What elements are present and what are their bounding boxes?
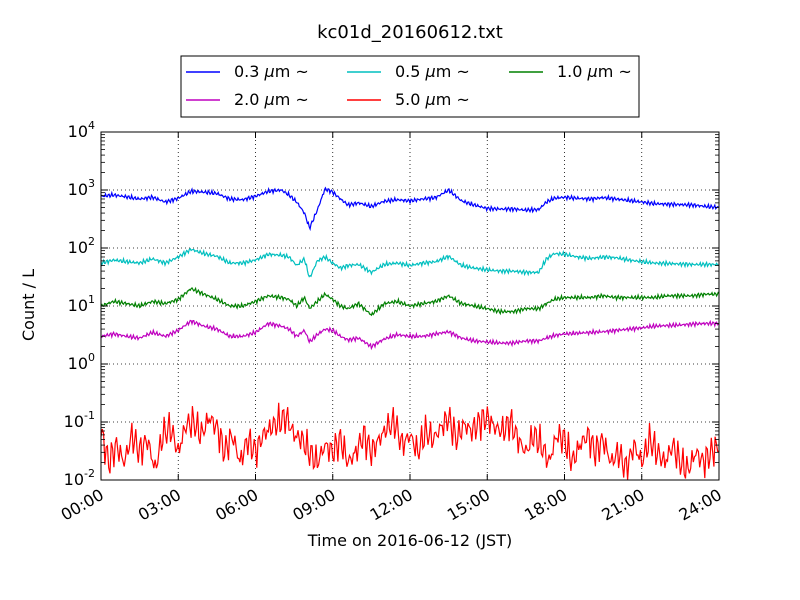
x-axis-label: Time on 2016-06-12 (JST) — [307, 531, 512, 550]
series-line — [100, 402, 720, 481]
legend-label: 2.0 μm ~ — [234, 90, 309, 109]
series-line — [100, 186, 719, 232]
series-line — [100, 319, 719, 351]
legend-label: 0.3 μm ~ — [234, 62, 309, 81]
y-axis-label: Count / L — [19, 269, 38, 341]
plot-frame — [100, 131, 720, 481]
series-line — [100, 286, 719, 317]
legend-label: 0.5 μm ~ — [395, 62, 470, 81]
legend-label: 5.0 μm ~ — [395, 90, 470, 109]
legend-label: 1.0 μm ~ — [557, 62, 632, 81]
legend-box — [180, 55, 640, 118]
series-layer — [100, 186, 720, 481]
legend: 0.3 μm ~ 0.5 μm ~ 1.0 μm ~ 2.0 μm ~ 5.0 μm ~ — [180, 55, 640, 118]
series-line — [100, 247, 719, 278]
chart-title: kc01d_20160612.txt — [317, 22, 503, 43]
